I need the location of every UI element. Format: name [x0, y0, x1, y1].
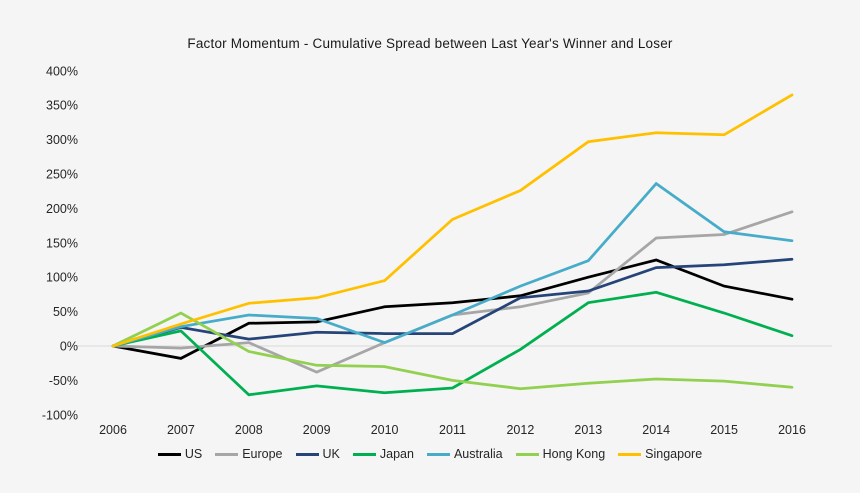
- legend-item-uk: UK: [295, 447, 340, 461]
- x-tick-label: 2013: [574, 423, 602, 437]
- y-tick-label: 200%: [46, 202, 78, 216]
- series-line-hong-kong: [111, 311, 794, 391]
- legend-item-australia: Australia: [426, 447, 503, 461]
- x-tick-label: 2009: [303, 423, 331, 437]
- legend-swatch-australia: [426, 452, 450, 456]
- y-tick-label: 300%: [46, 133, 78, 147]
- x-tick-label: 2015: [710, 423, 738, 437]
- y-tick-label: 50%: [53, 305, 78, 319]
- y-tick-label: 400%: [46, 64, 78, 78]
- y-tick-label: 0%: [60, 340, 78, 354]
- y-tick-label: -100%: [42, 408, 78, 422]
- x-tick-label: 2010: [371, 423, 399, 437]
- plot-area: 400% 350% 300% 250% 200% 150% 100% 50% 0% -50% -10…: [42, 64, 832, 437]
- legend-label: Japan: [379, 447, 414, 461]
- y-tick-label: -50%: [49, 374, 78, 388]
- legend-item-us: US: [157, 447, 203, 461]
- legend-item-japan: Japan: [352, 447, 414, 461]
- chart-title: Factor Momentum - Cumulative Spread betw…: [187, 36, 673, 51]
- x-tick-label: 2008: [235, 423, 263, 437]
- series-line-australia: [111, 181, 794, 348]
- y-tick-label: 250%: [46, 168, 78, 182]
- legend-swatch-japan: [352, 452, 376, 456]
- x-tick-label: 2006: [99, 423, 127, 437]
- legend-label: Australia: [453, 447, 503, 461]
- x-tick-label: 2011: [439, 423, 466, 437]
- legend-swatch-singapore: [618, 452, 642, 456]
- x-tick-label: 2016: [778, 423, 806, 437]
- y-tick-label: 150%: [46, 236, 78, 250]
- x-tick-label: 2012: [506, 423, 534, 437]
- y-tick-label: 350%: [46, 99, 78, 113]
- x-tick-label: 2014: [642, 423, 670, 437]
- legend-swatch-us: [157, 452, 181, 456]
- legend-label: Singapore: [645, 447, 703, 461]
- legend-item-singapore: Singapore: [618, 447, 702, 461]
- chart-legend: US Europe UK Japan Australia Hong Kong Singapo…: [0, 447, 860, 461]
- legend-swatch-europe: [215, 452, 239, 456]
- legend-label: Europe: [242, 447, 283, 461]
- series-line-us: [111, 258, 794, 360]
- legend-item-europe: Europe: [215, 447, 283, 461]
- legend-label: Hong Kong: [542, 447, 606, 461]
- legend-label: UK: [322, 447, 340, 461]
- legend-item-hong-kong: Hong Kong: [515, 447, 606, 461]
- series-line-uk: [111, 257, 794, 348]
- y-tick-label: 100%: [46, 271, 78, 285]
- x-tick-label: 2007: [167, 423, 195, 437]
- series-line-japan: [111, 290, 794, 397]
- series-line-singapore: [111, 93, 794, 348]
- series-line-europe: [111, 210, 794, 374]
- legend-swatch-uk: [295, 452, 319, 456]
- legend-label: US: [184, 447, 203, 461]
- legend-swatch-hong-kong: [515, 452, 539, 456]
